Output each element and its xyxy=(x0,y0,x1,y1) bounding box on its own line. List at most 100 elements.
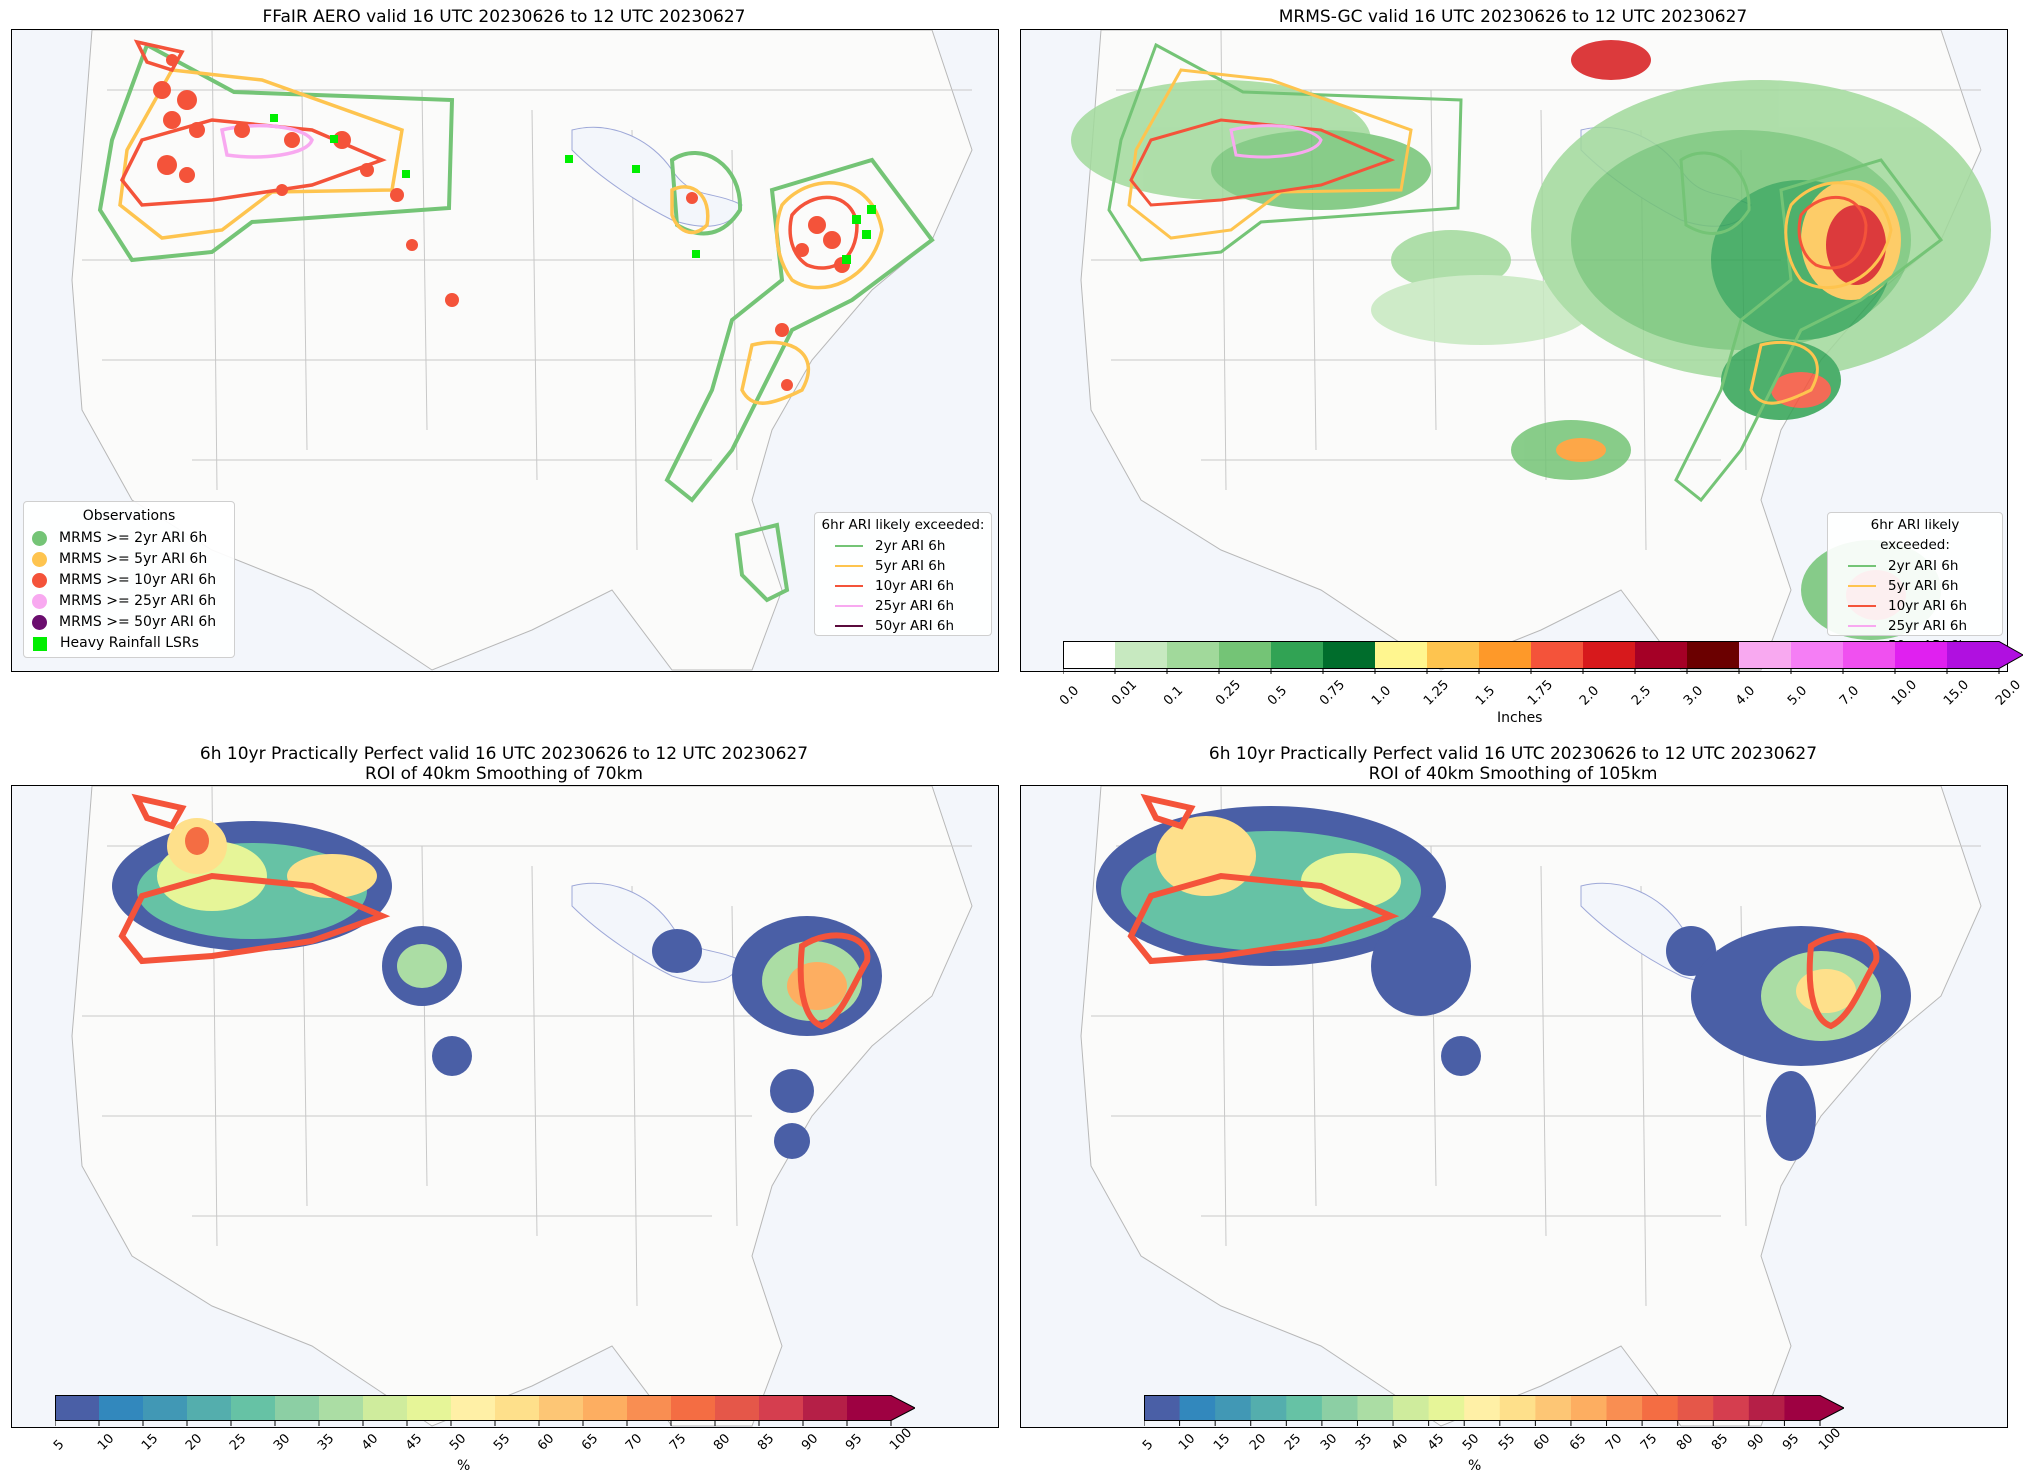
precip-colorbar-swatch xyxy=(1583,641,1636,669)
prob-colorbar-70-swatch xyxy=(363,1395,408,1421)
precip-colorbar-swatch xyxy=(1063,641,1116,669)
prob-colorbar-70-tick-label: 20 xyxy=(183,1431,206,1454)
precip-colorbar-tick-label: 1.25 xyxy=(1421,677,1453,709)
prob-colorbar-105-tick-label: 35 xyxy=(1353,1431,1376,1454)
prob-colorbar-105-swatch xyxy=(1428,1395,1465,1421)
legend-item-2yr-ari: 2yr ARI 6h xyxy=(1834,556,1996,576)
prob-colorbar-70-tick-label: 60 xyxy=(535,1431,558,1454)
precip-colorbar-swatch xyxy=(1895,641,1948,669)
prob-colorbar-70-swatch xyxy=(583,1395,628,1421)
precip-colorbar: 0.0 0.01 0.1 0.25 0.5 0.75 1.0 1.25 1.5 1.75 2.0 2.… xyxy=(1057,640,2026,730)
prob-colorbar-70: 5 10 15 20 25 30 35 40 45 50 55 60 65 70 75 80 85 90 95 100… xyxy=(51,1395,955,1480)
precip-colorbar-swatch xyxy=(1739,641,1792,669)
prob-colorbar-70-swatch xyxy=(231,1395,276,1421)
legend-item-25yr-ari: 25yr ARI 6h xyxy=(1834,616,1996,636)
prob-colorbar-70-tick-label: 10 xyxy=(95,1431,118,1454)
pp70-10yr-contour-east xyxy=(797,932,871,1030)
legend-item-10yr-obs: MRMS >= 10yr ARI 6h xyxy=(32,570,226,591)
prob-colorbar-105: 5 10 15 20 25 30 35 40 45 50 55 60 65 70 75 80 85 90 95 100… xyxy=(1140,1395,1944,1480)
pink-line-swatch xyxy=(835,605,863,607)
panel-title-pp70: 6h 10yr Practically Perfect valid 16 UTC… xyxy=(199,744,809,784)
precip-colorbar-tick-label: 5.0 xyxy=(1785,683,1811,709)
precip-colorbar-tick-label: 1.0 xyxy=(1369,683,1395,709)
ari10-contour-west xyxy=(1129,118,1396,207)
prob-colorbar-105-swatch xyxy=(1499,1395,1536,1421)
panel-title-pp105: 6h 10yr Practically Perfect valid 16 UTC… xyxy=(1208,744,1818,784)
map-panel-ffair: Observations MRMS >= 2yr ARI 6h MRMS >= … xyxy=(11,29,999,672)
prob-colorbar-105-swatch xyxy=(1250,1395,1287,1421)
ari5-contour-east xyxy=(670,181,884,405)
prob-colorbar-105-swatch xyxy=(1321,1395,1358,1421)
prob-colorbar-70-tick-label: 95 xyxy=(843,1431,866,1454)
ari2-contour-east xyxy=(1674,151,1944,503)
ari25-contour-west xyxy=(1229,124,1323,159)
pp105-10yr-contour-nw xyxy=(1140,793,1196,830)
precip-colorbar-tick-label: 10.0 xyxy=(1889,677,1921,709)
legend-item-2yr-obs: MRMS >= 2yr ARI 6h xyxy=(32,528,226,549)
precip-colorbar-tick-label: 1.75 xyxy=(1525,677,1557,709)
precip-colorbar-swatch xyxy=(1375,641,1428,669)
precip-colorbar-swatch xyxy=(1323,641,1376,669)
prob-colorbar-70-tick-label: 50 xyxy=(447,1431,470,1454)
precip-colorbar-tick-label: 3.0 xyxy=(1681,683,1707,709)
prob-colorbar-105-tick-label: 80 xyxy=(1673,1431,1696,1454)
prob-colorbar-105-tick-label: 50 xyxy=(1460,1431,1483,1454)
prob-colorbar-70-tick-label: 90 xyxy=(799,1431,822,1454)
prob-colorbar-105-tick-label: 40 xyxy=(1389,1431,1412,1454)
pp105-10yr-contour-east xyxy=(1806,932,1880,1030)
precip-colorbar-tick-label: 15.0 xyxy=(1941,677,1973,709)
ari5-contour-east xyxy=(1749,181,1893,405)
precip-colorbar-swatch xyxy=(1479,641,1532,669)
prob-colorbar-105-swatch xyxy=(1464,1395,1501,1421)
prob-colorbar-70-swatch xyxy=(275,1395,320,1421)
prob-colorbar-70-tick-label: 15 xyxy=(139,1431,162,1454)
prob-colorbar-70-tick-label: 25 xyxy=(227,1431,250,1454)
prob-colorbar-70-tick-label: 70 xyxy=(623,1431,646,1454)
ffair-map-graphic xyxy=(71,30,973,671)
prob-colorbar-105-swatch xyxy=(1570,1395,1608,1421)
prob-colorbar-70-swatch xyxy=(407,1395,452,1421)
prob-colorbar-70-swatch xyxy=(847,1395,892,1421)
prob-colorbar-105-swatch xyxy=(1215,1395,1252,1421)
prob-colorbar-105-swatch xyxy=(1748,1395,1785,1421)
prob-colorbar-105-tick-label: 25 xyxy=(1282,1431,1305,1454)
prob-colorbar-70-swatch xyxy=(759,1395,804,1421)
observations-legend-title: Observations xyxy=(82,508,176,524)
pp105-probability-field xyxy=(1096,806,1911,1161)
prob-colorbar-105-tick-label: 90 xyxy=(1744,1431,1768,1454)
precip-colorbar-swatch xyxy=(1635,641,1688,669)
prob-colorbar-105-swatch xyxy=(1393,1395,1430,1421)
prob-colorbar-105-tick-label: 55 xyxy=(1495,1431,1519,1454)
map-panel-pp105 xyxy=(1020,785,2008,1428)
prob-colorbar-70-swatch xyxy=(99,1395,144,1421)
ari2-contour-west xyxy=(97,42,455,263)
ari-legend-2: 6hr ARI likely exceeded: 2yr ARI 6h 5yr … xyxy=(1827,512,2003,654)
prob-colorbar-70-swatch xyxy=(671,1395,716,1421)
prob-colorbar-105-swatch xyxy=(1144,1395,1181,1421)
legend-item-25yr-ari: 25yr ARI 6h xyxy=(821,596,985,616)
prob-colorbar-70-tick-label: 85 xyxy=(755,1431,778,1454)
prob-colorbar-70-tick-label: 30 xyxy=(271,1431,294,1454)
legend-item-lsr: Heavy Rainfall LSRs xyxy=(32,633,226,654)
prob-colorbar-105-tick-label: 60 xyxy=(1531,1431,1554,1454)
ari-legend-title: 6hr ARI likely exceeded: xyxy=(1870,517,1960,553)
prob-colorbar-105-tick-label: 5 xyxy=(1140,1437,1157,1454)
legend-item-50yr-obs: MRMS >= 50yr ARI 6h xyxy=(32,612,226,633)
purple-circle-marker xyxy=(32,615,47,630)
prob-colorbar-105-tick-label: 20 xyxy=(1246,1431,1270,1454)
ari25-contour-west xyxy=(219,123,314,159)
panel-title-mrms: MRMS-GC valid 16 UTC 20230626 to 12 UTC … xyxy=(1278,7,1748,27)
prob-colorbar-105-swatches xyxy=(1144,1395,1844,1426)
prob-colorbar-105-tick-label: 45 xyxy=(1424,1431,1447,1454)
prob-colorbar-105-swatch xyxy=(1179,1395,1216,1421)
prob-colorbar-70-tick-label: 55 xyxy=(491,1431,514,1454)
prob-colorbar-70-swatch xyxy=(55,1395,100,1421)
prob-colorbar-70-swatches xyxy=(55,1395,915,1426)
precip-colorbar-swatch xyxy=(1531,641,1584,669)
purple-line-swatch xyxy=(835,625,863,627)
prob-colorbar-70-swatch xyxy=(715,1395,760,1421)
prob-colorbar-70-swatch xyxy=(495,1395,540,1421)
prob-colorbar-105-tick-label: 30 xyxy=(1317,1431,1341,1454)
pp70-map-graphic xyxy=(71,786,973,1427)
pp70-10yr-contour-west xyxy=(118,872,391,965)
